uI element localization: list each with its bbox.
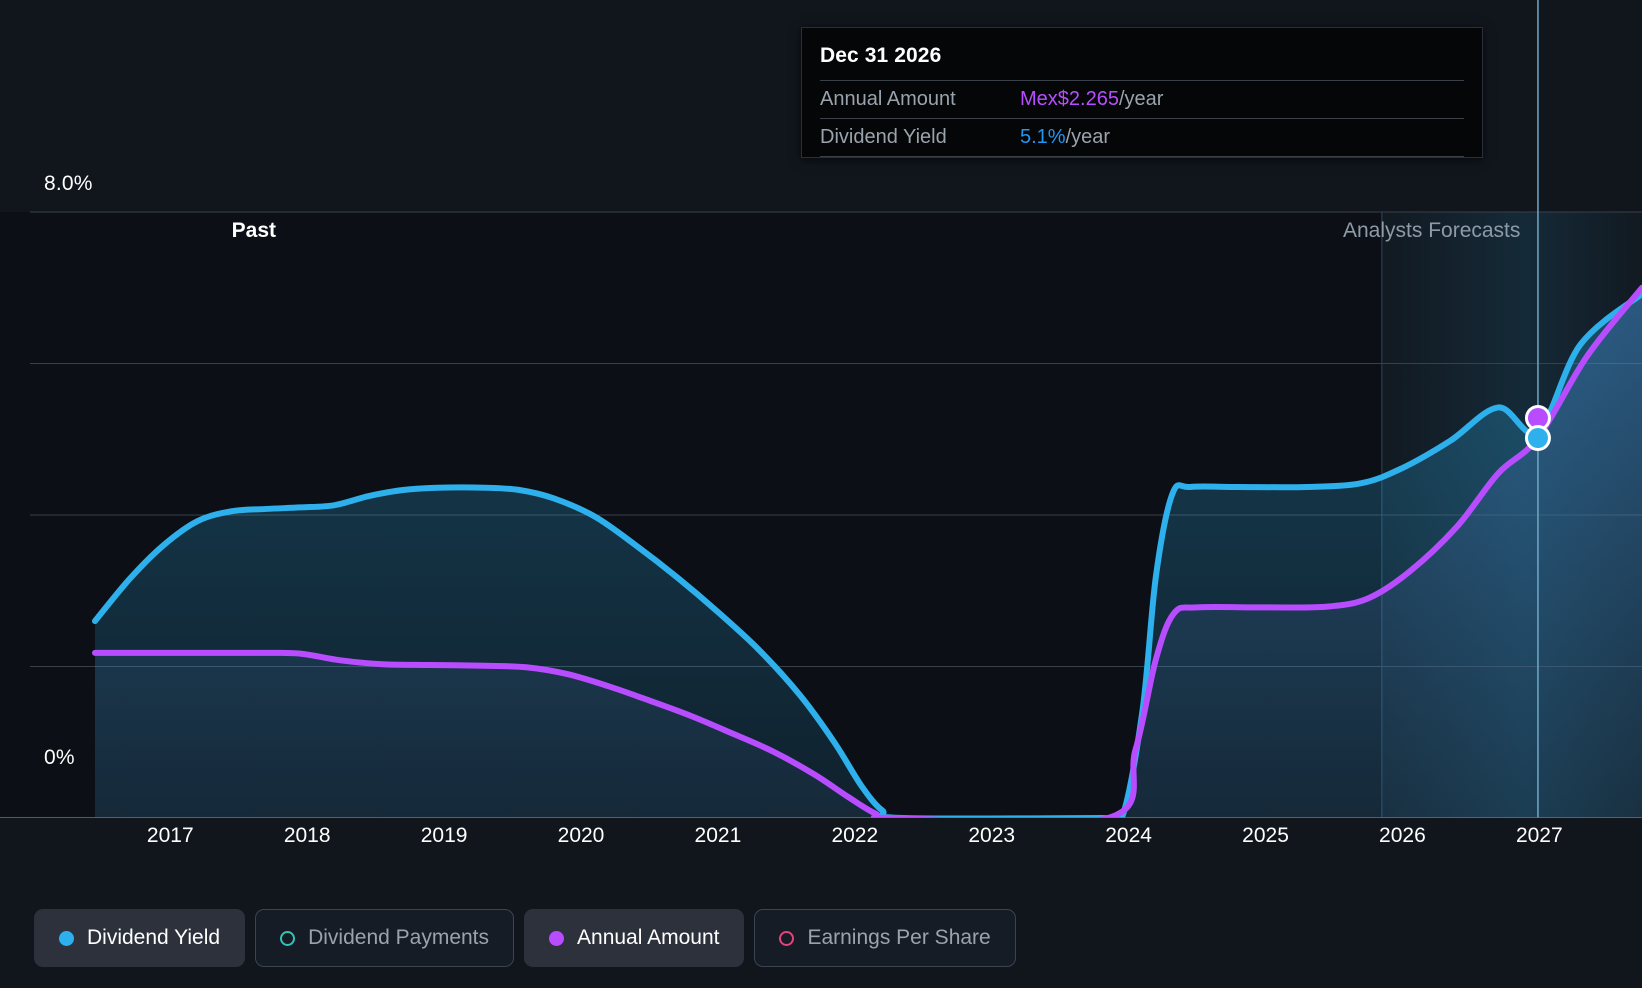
legend-swatch-icon-dividend-payments: [280, 930, 296, 946]
series-line-dividend-yield: [92, 290, 1642, 818]
x-axis-tick-label-2023: 2023: [968, 824, 1016, 847]
legend-item-dividend-payments[interactable]: Dividend Payments: [255, 909, 515, 967]
legend-item-dividend-yield[interactable]: Dividend Yield: [34, 909, 246, 967]
analysts-forecasts-band-label: Analysts Forecasts: [1343, 219, 1521, 242]
legend-swatch-icon-dividend-yield: [59, 930, 74, 946]
chart-svg: [0, 0, 1642, 818]
x-axis-tick-label-2022: 2022: [831, 824, 879, 847]
tooltip-row-dividend-yield: Dividend Yield 5.1%/year: [820, 118, 1464, 157]
tooltip-unit-annual-amount: /year: [1118, 88, 1164, 110]
tooltip-date: Dec 31 2026: [820, 44, 942, 67]
legend-item-annual-amount[interactable]: Annual Amount: [524, 909, 745, 967]
series-line-group: [92, 284, 1642, 818]
x-axis-tick-label-2017: 2017: [146, 824, 194, 847]
tooltip-label-dividend-yield: Dividend Yield: [820, 126, 947, 148]
series-area-group: [95, 287, 1642, 818]
tooltip-value-dividend-yield: 5.1%: [1020, 126, 1066, 148]
legend-label: Earnings Per Share: [807, 926, 991, 949]
legend-label: Annual Amount: [577, 926, 720, 949]
marker-dot-dividend-yield: [1527, 428, 1548, 448]
x-axis-tick-label-2018: 2018: [283, 824, 331, 847]
tooltip-label-annual-amount: Annual Amount: [820, 88, 956, 110]
x-axis-tick-label-2019: 2019: [420, 824, 468, 847]
past-band-label: Past: [231, 219, 276, 242]
x-axis-tick-label-2026: 2026: [1379, 824, 1426, 847]
chart-tooltip: Dec 31 2026 Annual Amount Mex$2.265/year…: [801, 27, 1483, 158]
legend-swatch-icon-annual-amount: [549, 930, 565, 946]
legend-label: Dividend Yield: [87, 926, 221, 949]
chart-plot-area: [0, 0, 1642, 818]
legend-item-earnings-per-share[interactable]: Earnings Per Share: [754, 909, 1016, 967]
data-point-marker-group: [1524, 405, 1551, 451]
x-axis-tick-label-2027: 2027: [1515, 824, 1563, 847]
y-axis-label-max: 8.0%: [44, 172, 93, 195]
y-axis-label-zero: 0%: [44, 746, 75, 769]
x-axis-tick-label-2025: 2025: [1242, 824, 1289, 847]
marker-dot-annual-amount: [1527, 408, 1548, 428]
chart-legend: Dividend Yield Dividend Payments Annual Am…: [34, 909, 1016, 967]
legend-label: Dividend Payments: [308, 926, 490, 949]
tooltip-unit-dividend-yield: /year: [1065, 126, 1111, 148]
series-line-annual-amount: [92, 284, 1642, 818]
tooltip-value-annual-amount: Mex$2.265: [1020, 88, 1119, 110]
legend-swatch-icon-earnings-per-share: [779, 930, 795, 946]
series-area-dividend-yield: [95, 293, 1642, 818]
x-axis-tick-label-2020: 2020: [557, 824, 605, 847]
tooltip-row-annual-amount: Annual Amount Mex$2.265/year: [820, 80, 1464, 118]
x-axis-tick-label-2021: 2021: [694, 824, 742, 847]
x-axis-labels: 2017 2018 2019 2020 2021 2022 2023 2024 2025 2026…: [0, 824, 1642, 864]
x-axis-tick-label-2024: 2024: [1105, 824, 1152, 847]
